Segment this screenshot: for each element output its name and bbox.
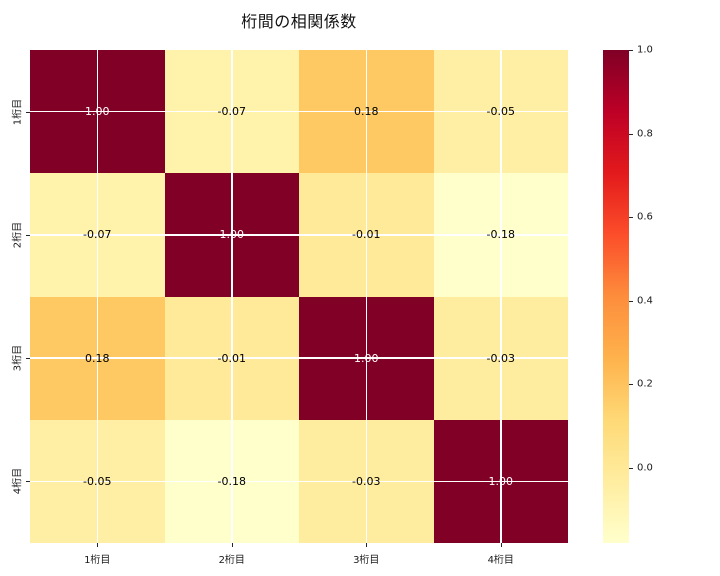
cell-value: -0.01 [217, 351, 246, 365]
y-axis-tick-label: 4桁目 [12, 468, 24, 495]
x-axis-tick-mark [366, 543, 368, 547]
colorbar-tick-mark [629, 300, 633, 302]
cell-value: -0.05 [486, 105, 515, 119]
gridline-vertical [96, 50, 98, 543]
y-axis-tick-mark [26, 481, 30, 483]
cell-value: -0.18 [217, 474, 246, 488]
cell-value: -0.03 [352, 474, 381, 488]
colorbar [603, 50, 629, 543]
cell-value: -0.01 [352, 228, 381, 242]
gridline-vertical [231, 50, 233, 543]
colorbar-tick-mark [629, 133, 633, 135]
colorbar-tick-mark [629, 50, 633, 51]
colorbar-tick-mark [629, 217, 633, 219]
gridline-vertical [365, 50, 367, 543]
chart-title: 桁間の相関係数 [241, 12, 357, 31]
y-axis-tick-label: 2桁目 [12, 221, 24, 249]
cell-value: -0.05 [83, 474, 112, 488]
y-axis-tick-label: 1桁目 [12, 98, 24, 125]
x-axis-tick-label: 3桁目 [353, 555, 380, 566]
y-axis-tick-mark [26, 234, 30, 236]
y-axis-tick-mark [26, 358, 30, 360]
cell-value: 1.00 [354, 351, 379, 365]
cell-value: -0.03 [486, 351, 515, 365]
cell-value: 0.18 [85, 351, 110, 365]
cell-value: -0.07 [217, 105, 246, 119]
cell-value: 1.00 [85, 105, 110, 119]
colorbar-tick-label: 0.8 [637, 128, 653, 140]
colorbar-tick-mark [629, 467, 633, 469]
heatmap: 1.00 -0.07 0.18 -0.05 -0.07 1.00 -0.01 -0.18 0.1… [30, 50, 568, 543]
y-axis-tick-mark [26, 111, 30, 113]
gridline-horizontal [30, 357, 568, 359]
x-axis-tick-mark [231, 543, 233, 547]
cell-value: 0.18 [354, 105, 379, 119]
gridline-horizontal [30, 110, 568, 113]
colorbar-tick-label: 1.0 [637, 44, 653, 56]
x-axis-tick-label: 4桁目 [487, 555, 514, 566]
cell-value: -0.18 [486, 228, 515, 242]
colorbar-tick-label: 0.4 [637, 295, 653, 307]
x-axis-tick-mark [500, 543, 502, 547]
x-axis-tick-label: 1桁目 [84, 555, 111, 566]
x-axis-tick-label: 2桁目 [218, 555, 245, 566]
gridline-horizontal [30, 480, 568, 483]
colorbar-tick-mark [629, 384, 633, 386]
gridline-vertical [500, 50, 502, 543]
x-axis-tick-mark [97, 543, 99, 547]
colorbar-tick-label: 0.6 [637, 211, 653, 223]
colorbar-tick-label: 0.0 [637, 462, 653, 474]
cell-value: 1.00 [488, 474, 514, 488]
cell-value: 1.00 [219, 228, 245, 242]
gridline-horizontal [30, 234, 568, 236]
cell-value: -0.07 [83, 228, 112, 242]
colorbar-tick-label: 0.2 [637, 378, 653, 390]
y-axis-tick-label: 3桁目 [12, 344, 24, 372]
